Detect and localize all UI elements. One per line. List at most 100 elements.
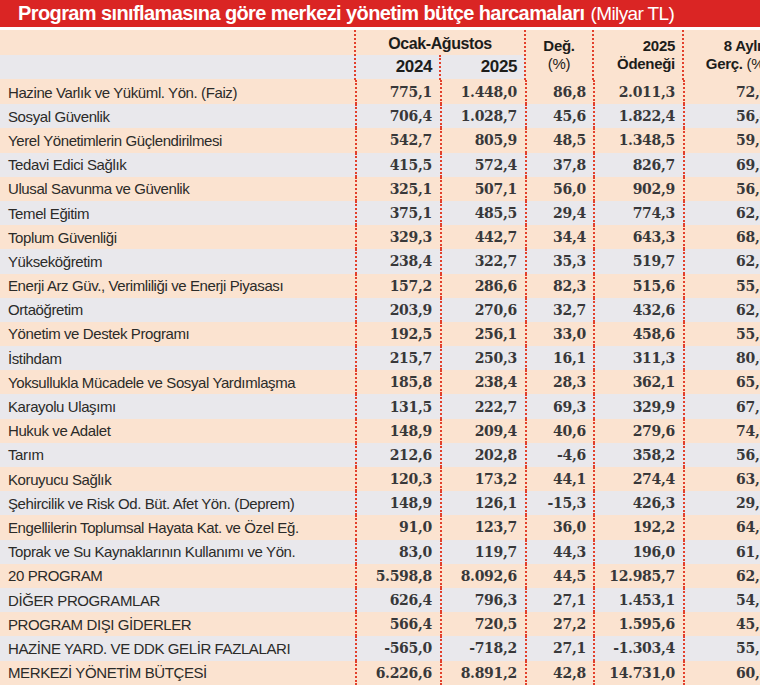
program-name-cell: Toplum Güvenliği <box>0 225 355 249</box>
program-name-cell: Ulusal Savunma ve Güvenlik <box>0 177 355 201</box>
budget-2025-cell: 902,9 <box>593 177 683 201</box>
realization-pct-cell: 65,8 <box>683 370 760 394</box>
column-header-change-pct: Değ. (%) <box>525 30 593 80</box>
value-2025-cell: 805,9 <box>440 128 525 152</box>
realization-header-line2: Gerç. (%) <box>706 55 760 73</box>
change-pct-cell: 44,3 <box>525 540 593 564</box>
value-2025-cell: 238,4 <box>440 370 525 394</box>
program-name-cell: Yükseköğretim <box>0 249 355 273</box>
value-2025-cell: 442,7 <box>440 225 525 249</box>
change-pct-cell: 35,3 <box>525 249 593 273</box>
value-2024-cell: 566,4 <box>355 612 440 636</box>
value-2024-cell: 6.226,6 <box>355 661 440 685</box>
realization-pct-cell: 68,8 <box>683 225 760 249</box>
program-name-cell: Yoksullukla Mücadele ve Sosyal Yardımlaş… <box>0 370 355 394</box>
value-2025-cell: 796,3 <box>440 588 525 612</box>
table-row: HAZİNE YARD. VE DDK GELİR FAZLALARI-565,… <box>0 636 760 660</box>
budget-2025-cell: 519,7 <box>593 249 683 273</box>
budget-2025-cell: 774,3 <box>593 201 683 225</box>
budget-2025-cell: 192,2 <box>593 515 683 539</box>
realization-pct-cell: 62,1 <box>683 249 760 273</box>
value-2025-cell: 209,4 <box>440 419 525 443</box>
value-2024-cell: 185,8 <box>355 370 440 394</box>
table-row: Koruyucu Sağlık120,3173,244,1274,463,1 <box>0 467 760 491</box>
budget-2025-cell: 2.011,3 <box>593 80 683 104</box>
realization-pct-cell: 80,4 <box>683 346 760 370</box>
value-2025-cell: 119,7 <box>440 540 525 564</box>
table-row: Yönetim ve Destek Programı192,5256,133,0… <box>0 322 760 346</box>
value-2025-cell: 507,1 <box>440 177 525 201</box>
program-name-cell: Enerji Arz Güv., Verimliliği ve Enerji P… <box>0 274 355 298</box>
realization-pct-cell: 54,8 <box>683 588 760 612</box>
value-2024-cell: 215,7 <box>355 346 440 370</box>
table-row: Toplum Güvenliği329,3442,734,4643,368,8 <box>0 225 760 249</box>
budget-2025-cell: 1.453,1 <box>593 588 683 612</box>
program-name-cell: Sosyal Güvenlik <box>0 104 355 128</box>
value-2025-cell: 485,5 <box>440 201 525 225</box>
program-name-cell: Şehircilik ve Risk Od. Büt. Afet Yön. (D… <box>0 491 355 515</box>
column-separator <box>439 55 441 80</box>
change-pct-cell: 32,7 <box>525 298 593 322</box>
change-pct-cell: 27,1 <box>525 588 593 612</box>
budget-2025-cell: 279,6 <box>593 419 683 443</box>
realization-pct-cell: 55,1 <box>683 636 760 660</box>
budget-table: Ocak-Ağustos 2024 2025 Değ. (%) 2025 Öde… <box>0 30 760 685</box>
budget-2025-cell: 14.731,0 <box>593 661 683 685</box>
value-2024-cell: 329,3 <box>355 225 440 249</box>
budget-2025-cell: 826,7 <box>593 153 683 177</box>
value-2024-cell: 5.598,8 <box>355 564 440 588</box>
column-header-realization-pct: 8 Aylık Gerç. (%) <box>683 30 760 80</box>
table-row: Şehircilik ve Risk Od. Büt. Afet Yön. (D… <box>0 491 760 515</box>
budget-table-infographic: Program sınıflamasına göre merkezi yönet… <box>0 0 760 685</box>
program-name-cell: Yönetim ve Destek Programı <box>0 322 355 346</box>
budget-header-line1: 2025 <box>643 37 675 55</box>
change-header-line1: Değ. <box>543 37 574 55</box>
realization-pct-cell: 62,6 <box>683 298 760 322</box>
table-row: Engellilerin Toplumsal Hayata Kat. ve Öz… <box>0 515 760 539</box>
table-row: Hukuk ve Adalet148,9209,440,6279,674,9 <box>0 419 760 443</box>
program-name-cell: Toprak ve Su Kaynaklarının Kullanımı ve … <box>0 540 355 564</box>
column-separator <box>354 30 356 80</box>
change-pct-cell: 56,0 <box>525 177 593 201</box>
realization-pct-cell: 61,1 <box>683 540 760 564</box>
change-pct-cell: 27,2 <box>525 612 593 636</box>
value-2024-cell: 542,7 <box>355 128 440 152</box>
value-2024-cell: 91,0 <box>355 515 440 539</box>
table-row: İstihdam215,7250,316,1311,380,4 <box>0 346 760 370</box>
page-title: Program sınıflamasına göre merkezi yönet… <box>18 2 584 25</box>
budget-2025-cell: 329,9 <box>593 394 683 418</box>
program-name-cell: Yerel Yönetimlerin Güçlendirilmesi <box>0 128 355 152</box>
table-header: Ocak-Ağustos 2024 2025 Değ. (%) 2025 Öde… <box>0 30 760 80</box>
realization-pct-cell: 56,4 <box>683 104 760 128</box>
budget-2025-cell: 12.985,7 <box>593 564 683 588</box>
change-pct-cell: 28,3 <box>525 370 593 394</box>
realization-pct-cell: 60,4 <box>683 661 760 685</box>
change-pct-cell: 42,8 <box>525 661 593 685</box>
table-row: Yoksullukla Mücadele ve Sosyal Yardımlaş… <box>0 370 760 394</box>
realization-pct-cell: 72,0 <box>683 80 760 104</box>
value-2024-cell: 775,1 <box>355 80 440 104</box>
table-row: Sosyal Güvenlik706,41.028,745,61.822,456… <box>0 104 760 128</box>
budget-2025-cell: 196,0 <box>593 540 683 564</box>
value-2025-cell: 126,1 <box>440 491 525 515</box>
realization-pct-cell: 29,6 <box>683 491 760 515</box>
budget-2025-cell: -1.303,4 <box>593 636 683 660</box>
value-2024-cell: 415,5 <box>355 153 440 177</box>
value-2025-cell: -718,2 <box>440 636 525 660</box>
realization-pct-cell: 55,8 <box>683 322 760 346</box>
realization-pct-cell: 56,6 <box>683 443 760 467</box>
table-row: Yükseköğretim238,4322,735,3519,762,1 <box>0 249 760 273</box>
budget-2025-cell: 274,4 <box>593 467 683 491</box>
column-header-2025-budget: 2025 Ödeneği <box>593 30 683 80</box>
program-name-cell: Tedavi Edici Sağlık <box>0 153 355 177</box>
change-pct-cell: -15,3 <box>525 491 593 515</box>
value-2024-cell: 375,1 <box>355 201 440 225</box>
change-pct-cell: 36,0 <box>525 515 593 539</box>
program-name-cell: 20 PROGRAM <box>0 564 355 588</box>
change-pct-cell: 27,1 <box>525 636 593 660</box>
budget-2025-cell: 362,1 <box>593 370 683 394</box>
budget-2025-cell: 426,3 <box>593 491 683 515</box>
value-2025-cell: 222,7 <box>440 394 525 418</box>
value-2025-cell: 1.448,0 <box>440 80 525 104</box>
program-name-cell: HAZİNE YARD. VE DDK GELİR FAZLALARI <box>0 636 355 660</box>
